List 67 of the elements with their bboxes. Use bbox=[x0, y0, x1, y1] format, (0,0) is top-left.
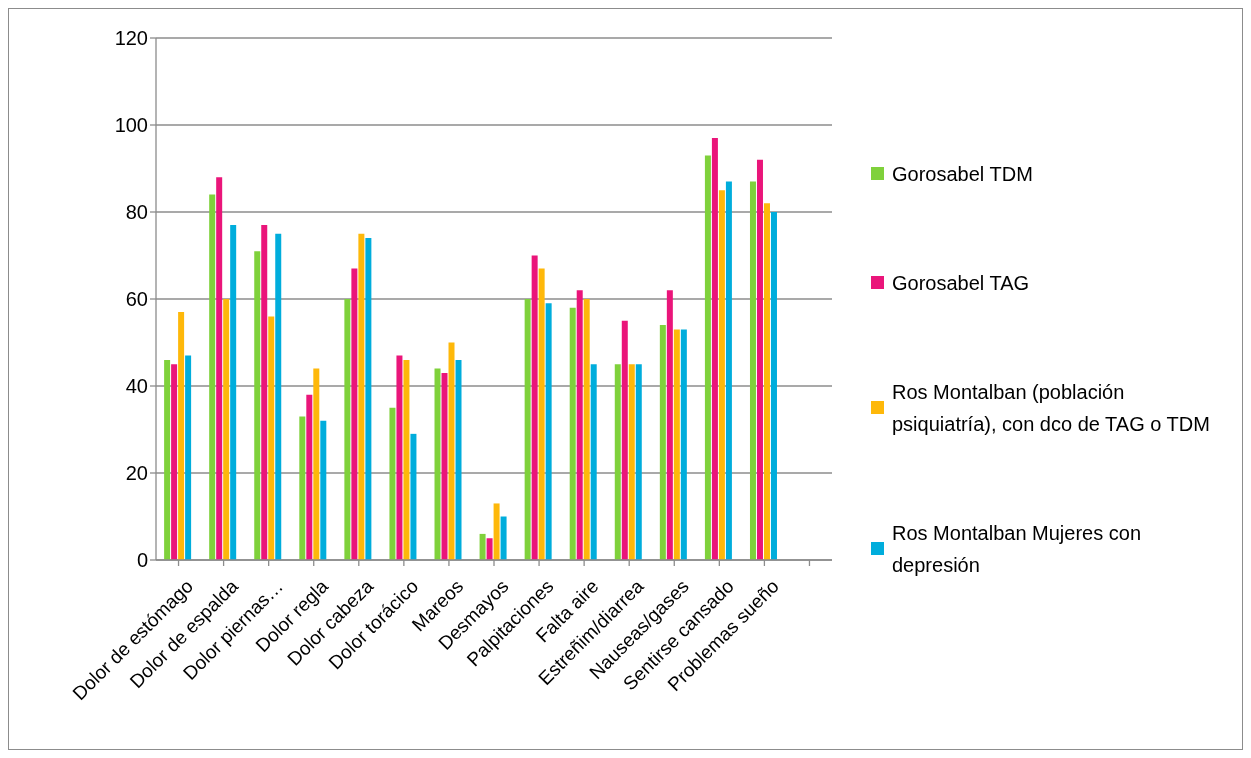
bar bbox=[718, 190, 725, 560]
bar bbox=[749, 181, 756, 560]
bar bbox=[666, 290, 673, 560]
bar bbox=[261, 225, 268, 560]
bar bbox=[614, 364, 621, 560]
bar bbox=[230, 225, 237, 560]
bar bbox=[628, 364, 635, 560]
bar bbox=[704, 155, 711, 560]
legend-label: Ros Montalban (población psiquiatría), con dco de TAG o TDM bbox=[892, 379, 1211, 437]
bar bbox=[185, 355, 192, 560]
bar bbox=[576, 290, 583, 560]
bar bbox=[254, 251, 261, 560]
y-tick-label: 40 bbox=[125, 375, 148, 398]
bar bbox=[725, 181, 732, 560]
bar bbox=[344, 299, 351, 560]
bar bbox=[268, 316, 275, 560]
bar bbox=[545, 303, 552, 560]
bar bbox=[216, 177, 223, 560]
bar bbox=[351, 268, 358, 560]
y-tick-label: 0 bbox=[136, 549, 148, 572]
bar bbox=[178, 312, 185, 560]
bar bbox=[448, 342, 455, 560]
bar bbox=[500, 516, 507, 560]
legend-label: Gorosabel TDM bbox=[892, 161, 1033, 187]
bar bbox=[673, 329, 680, 560]
y-tick-label: 20 bbox=[125, 462, 148, 485]
y-tick-label: 80 bbox=[125, 201, 148, 224]
bar bbox=[455, 359, 462, 560]
bar bbox=[621, 320, 628, 560]
bar bbox=[680, 329, 687, 560]
bar bbox=[403, 359, 410, 560]
bar bbox=[479, 533, 486, 560]
bar bbox=[756, 159, 763, 560]
bar bbox=[770, 212, 777, 560]
bar bbox=[313, 368, 320, 560]
bar bbox=[531, 255, 538, 560]
bar bbox=[396, 355, 403, 560]
bar bbox=[306, 394, 313, 560]
bar bbox=[711, 138, 718, 560]
bar bbox=[583, 299, 590, 560]
legend-label: Ros Montalban Mujeres con depresión bbox=[892, 520, 1142, 578]
bar bbox=[493, 503, 500, 560]
y-tick-label: 120 bbox=[114, 27, 148, 50]
y-tick-label: 60 bbox=[125, 288, 148, 311]
y-tick-label: 100 bbox=[114, 114, 148, 137]
bar bbox=[569, 307, 576, 560]
bar bbox=[365, 238, 372, 560]
bar bbox=[275, 233, 282, 560]
bar bbox=[389, 407, 396, 560]
bar bbox=[209, 194, 216, 560]
bar bbox=[410, 433, 417, 560]
bar bbox=[223, 299, 230, 560]
bar bbox=[171, 364, 178, 560]
bar bbox=[299, 416, 306, 560]
bar bbox=[320, 420, 327, 560]
bar bbox=[164, 359, 171, 560]
bar bbox=[434, 368, 441, 560]
bar bbox=[538, 268, 545, 560]
bar bbox=[524, 299, 531, 560]
bar bbox=[441, 372, 448, 560]
bar bbox=[763, 203, 770, 560]
legend-label: Gorosabel TAG bbox=[892, 270, 1030, 296]
bar bbox=[358, 233, 365, 560]
bar bbox=[486, 538, 493, 560]
bar bbox=[590, 364, 597, 560]
bar bbox=[659, 325, 666, 560]
bar bbox=[635, 364, 642, 560]
